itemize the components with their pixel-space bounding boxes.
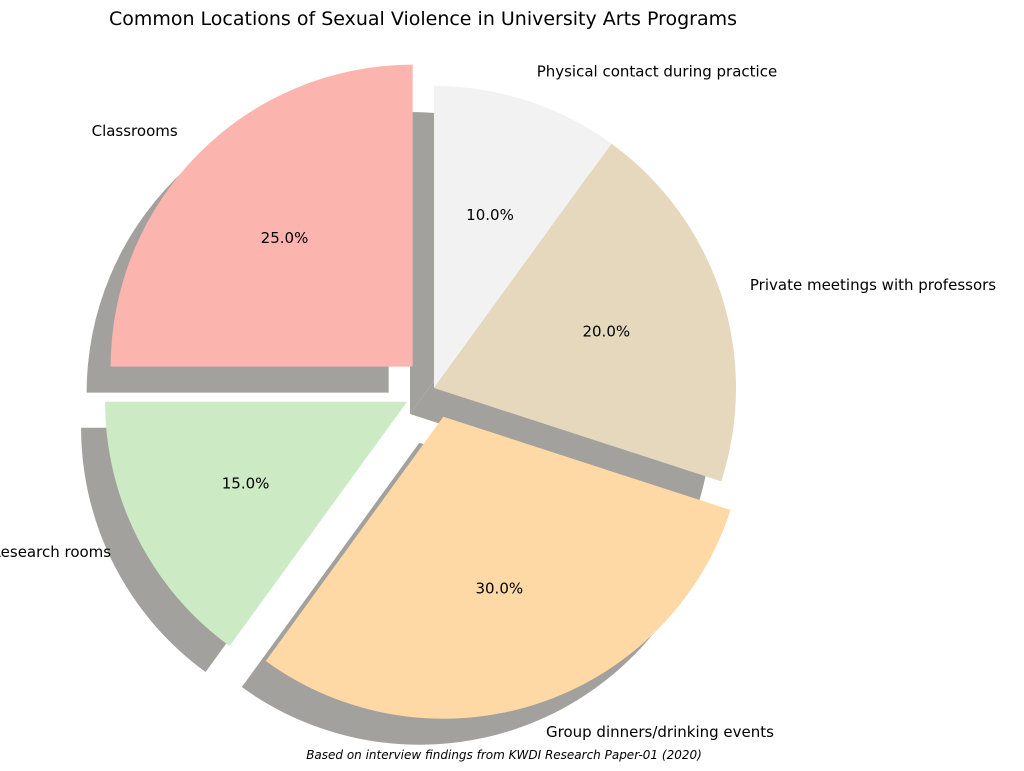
category-label-research-rooms: Research rooms bbox=[0, 543, 111, 561]
slice-research-rooms bbox=[105, 401, 408, 647]
category-label-classrooms: Classrooms bbox=[92, 122, 178, 140]
chart-caption: Based on interview findings from KWDI Re… bbox=[306, 748, 702, 762]
category-label-private-meetings-with-professors: Private meetings with professors bbox=[750, 276, 996, 294]
percent-labels: 25.0% 15.0% 30.0% 20.0% 10.0% bbox=[222, 206, 630, 597]
percent-label-private-meetings-with-professors: 20.0% bbox=[582, 323, 630, 341]
slice-physical-contact-during-practice bbox=[434, 86, 612, 388]
percent-label-research-rooms: 15.0% bbox=[222, 475, 270, 493]
slice-private-meetings-with-professors bbox=[434, 143, 736, 482]
chart-title: Common Locations of Sexual Violence in U… bbox=[109, 8, 737, 30]
slice-classrooms bbox=[110, 64, 413, 367]
pie-slices bbox=[105, 64, 736, 719]
percent-label-group-dinners-drinking-events: 30.0% bbox=[475, 580, 523, 598]
percent-label-physical-contact-during-practice: 10.0% bbox=[466, 206, 514, 224]
slice-group-dinners-drinking-events bbox=[265, 416, 731, 719]
percent-label-classrooms: 25.0% bbox=[261, 229, 309, 247]
category-labels: Classrooms Research rooms Group dinners/dr… bbox=[0, 63, 996, 742]
category-label-group-dinners-drinking-events: Group dinners/drinking events bbox=[546, 723, 774, 741]
category-label-physical-contact-during-practice: Physical contact during practice bbox=[537, 63, 778, 81]
